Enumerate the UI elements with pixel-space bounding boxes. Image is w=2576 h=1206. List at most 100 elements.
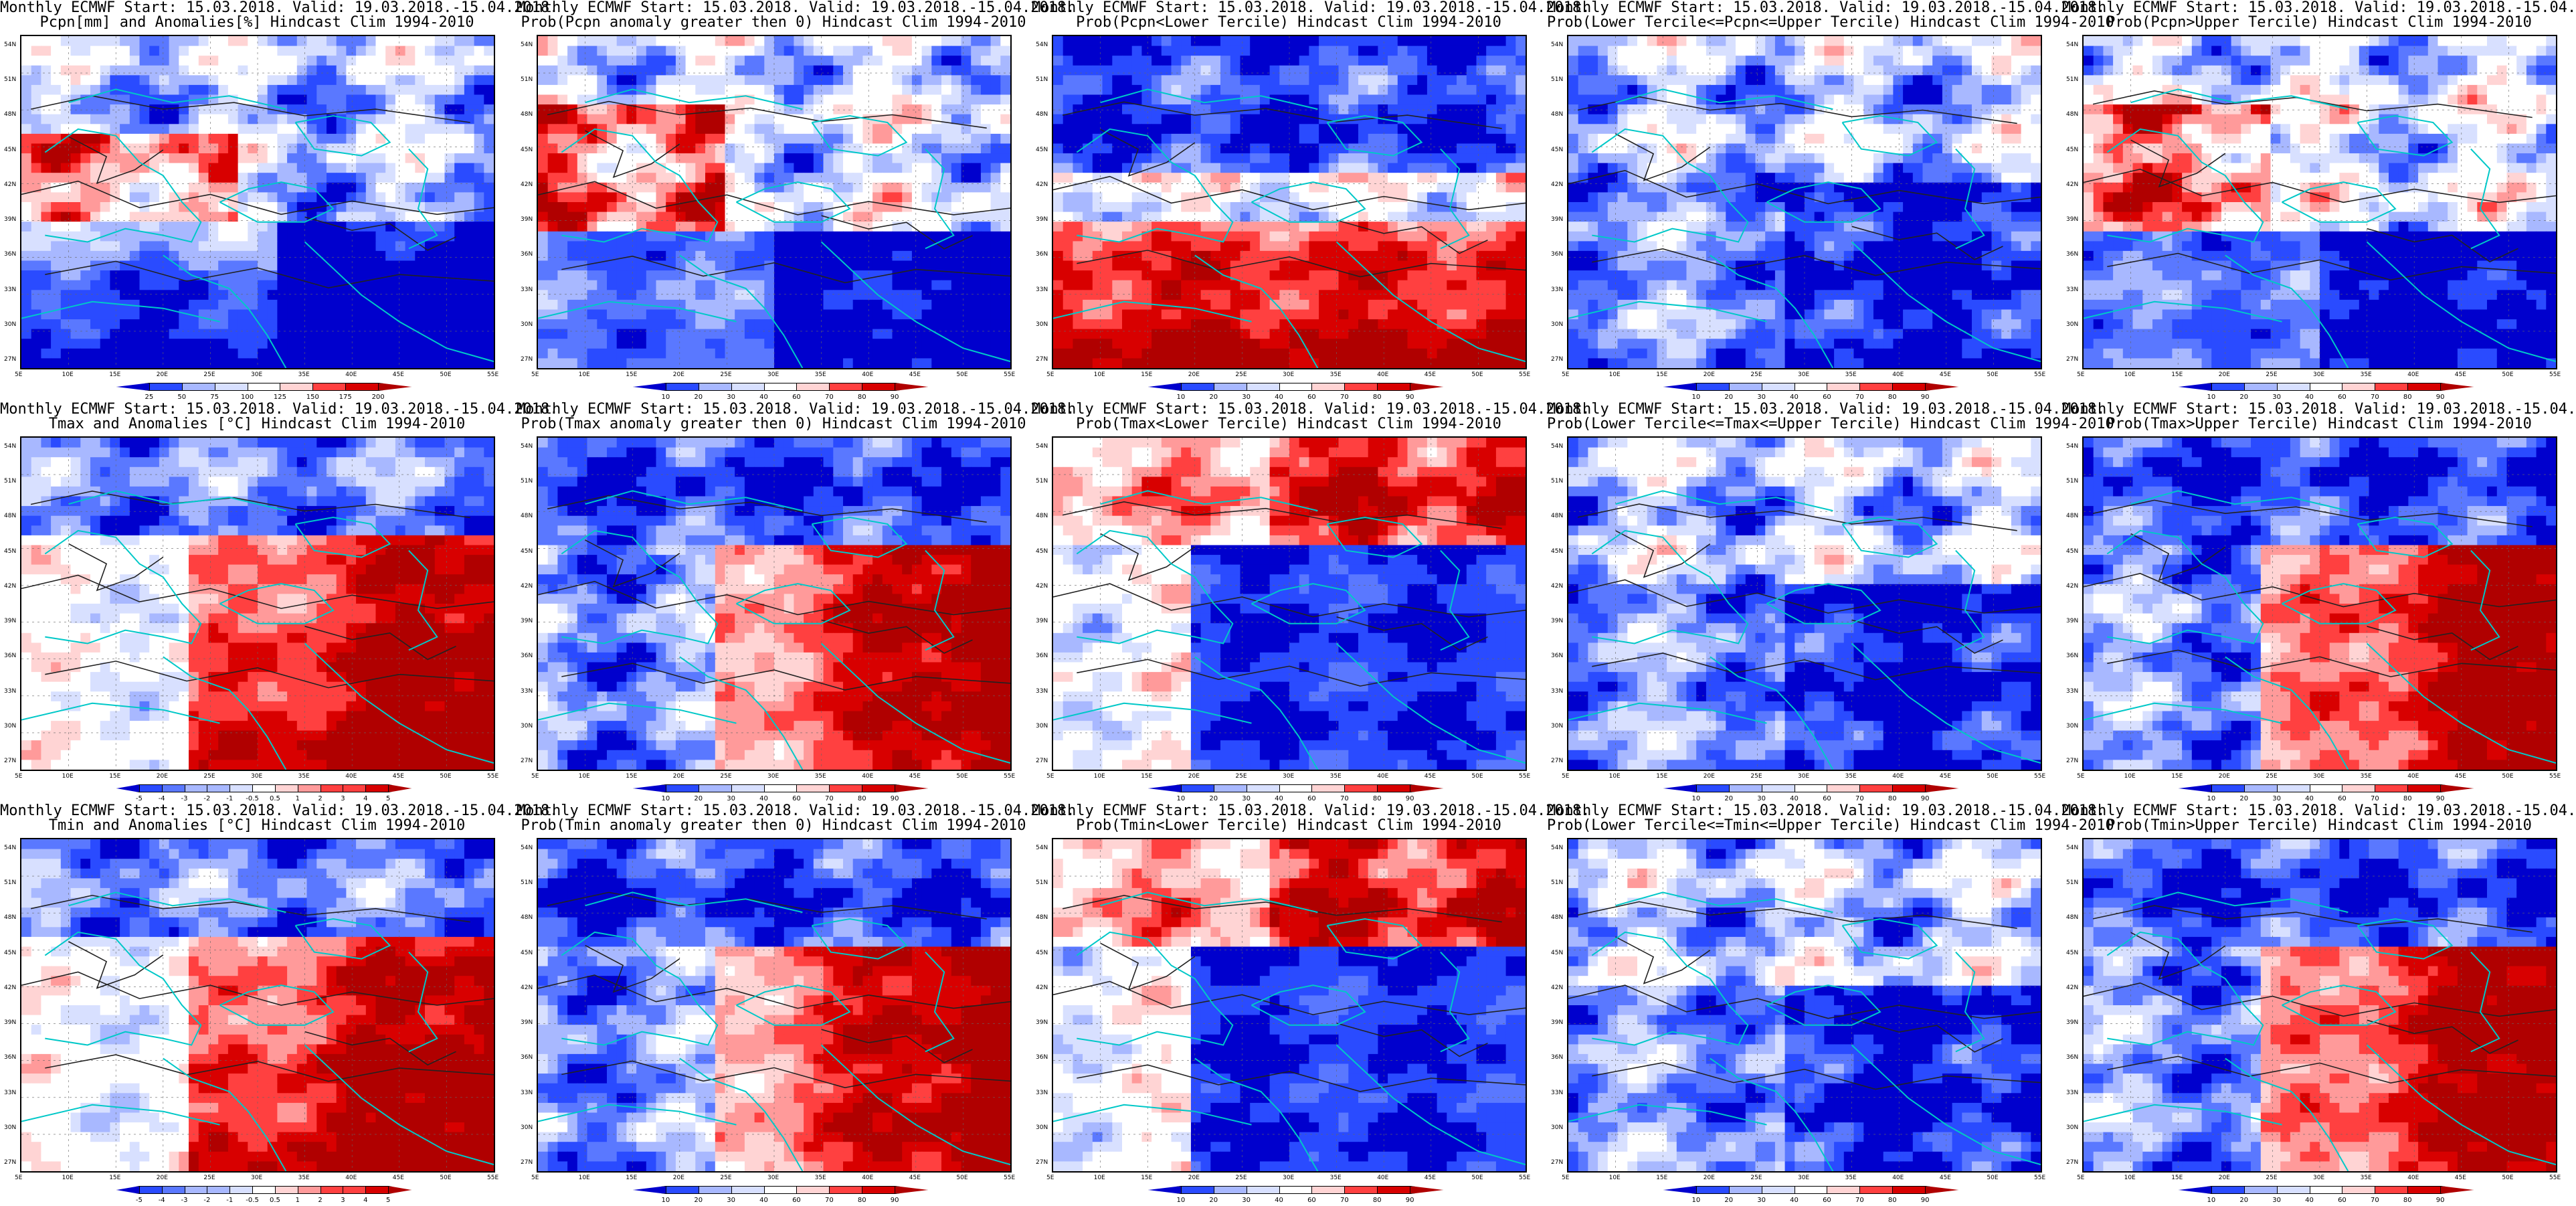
latitude-label: 36N	[2066, 1054, 2078, 1061]
color-bar-segment	[764, 1186, 798, 1194]
longitude-label: 50E	[956, 773, 968, 780]
color-bar-tick-label: 3	[341, 1197, 345, 1204]
longitude-label: 35E	[2361, 773, 2372, 780]
panel-title-line2: Prob(Pcpn>Upper Tercile) Hindcast Clim 1…	[2062, 15, 2576, 31]
color-bar-segment	[633, 383, 666, 391]
color-bar-tick-label: 60	[792, 394, 801, 401]
longitude-label: 35E	[815, 1175, 826, 1181]
color-bar-tick-label: 30	[1757, 394, 1766, 401]
longitude-label: 30E	[767, 371, 779, 378]
latitude-label: 33N	[1036, 688, 1048, 695]
latitude-label: 36N	[4, 1054, 16, 1061]
color-bar-tick-label: 175	[339, 394, 352, 401]
longitude-label: 15E	[1141, 1175, 1152, 1181]
latitude-label: 27N	[2066, 356, 2078, 363]
latitude-label: 39N	[2066, 216, 2078, 223]
longitude-label: 15E	[109, 371, 120, 378]
latitude-label: 39N	[4, 618, 16, 624]
latitude-label: 45N	[4, 147, 16, 153]
color-bar-tick-label: 20	[694, 394, 703, 401]
color-bar-tick-label: 30	[1242, 394, 1251, 401]
map-field	[538, 438, 1010, 770]
longitude-label: 30E	[1798, 371, 1809, 378]
longitude-label: 5E	[15, 1175, 22, 1181]
latitude-label: 39N	[1551, 216, 1563, 223]
color-bar-segment	[1795, 1186, 1828, 1194]
color-bar-segment	[1925, 383, 1958, 391]
color-bar-tick-label: 60	[2338, 394, 2347, 401]
latitude-label: 39N	[4, 1019, 16, 1026]
color-bar-tick-label: 90	[1921, 1197, 1930, 1204]
latitude-label: 33N	[1551, 1090, 1563, 1096]
color-bar-segment	[1925, 1186, 1958, 1194]
longitude-label: 20E	[1188, 1175, 1200, 1181]
longitude-label: 20E	[673, 1175, 684, 1181]
latitude-label: 42N	[1036, 583, 1048, 590]
map-panel-p21: Monthly ECMWF Start: 15.03.2018. Valid: …	[0, 402, 514, 803]
latitude-label: 51N	[2066, 76, 2078, 83]
color-bar-segment	[1181, 1186, 1214, 1194]
color-bar-tick-label: -3	[181, 1197, 188, 1204]
color-bar-segment	[149, 383, 183, 391]
forecast-map	[1052, 436, 1527, 771]
color-bar-segment	[1762, 784, 1795, 792]
longitude-label: 10E	[2124, 371, 2136, 378]
longitude-label: 50E	[1987, 1175, 1998, 1181]
color-bar-segment	[796, 784, 830, 792]
latitude-label: 45N	[2066, 147, 2078, 153]
longitude-label: 15E	[1656, 371, 1667, 378]
latitude-label: 36N	[2066, 653, 2078, 659]
longitude-label: 10E	[579, 773, 590, 780]
color-bar-tick-label: 80	[1373, 795, 1382, 802]
color-bar-tick-label: 10	[1692, 394, 1701, 401]
latitude-label: 48N	[521, 513, 533, 519]
panel-title-line2: Prob(Pcpn anomaly greater then 0) Hindca…	[517, 15, 1030, 31]
map-field	[1568, 438, 2041, 770]
map-panel-p32: Monthly ECMWF Start: 15.03.2018. Valid: …	[517, 803, 1030, 1205]
longitude-label: 15E	[109, 773, 120, 780]
latitude-label: 51N	[1551, 76, 1563, 83]
color-bar-segment	[731, 1186, 765, 1194]
color-bar-tick-label: 1	[296, 1197, 300, 1204]
latitude-label: 36N	[521, 1054, 533, 1061]
color-bar-segment	[2310, 383, 2343, 391]
latitude-label: 27N	[1551, 356, 1563, 363]
latitude-label: 33N	[1551, 286, 1563, 293]
longitude-label: 45E	[2455, 1175, 2466, 1181]
panel-title-line2: Prob(Tmin>Upper Tercile) Hindcast Clim 1…	[2062, 818, 2576, 834]
longitude-label: 20E	[1188, 371, 1200, 378]
longitude-label: 50E	[2502, 371, 2513, 378]
longitude-label: 30E	[2313, 773, 2324, 780]
latitude-label: 48N	[521, 914, 533, 921]
latitude-label: 33N	[2066, 286, 2078, 293]
color-bar-tick-label: 70	[1340, 795, 1349, 802]
longitude-label: 15E	[626, 371, 637, 378]
color-bar-segment	[1148, 1186, 1182, 1194]
color-bar-segment	[345, 383, 379, 391]
latitude-label: 36N	[521, 653, 533, 659]
color-bar-tick-label: 80	[858, 394, 866, 401]
color-bar-segment	[1892, 784, 1926, 792]
color-bar-segment	[1247, 784, 1280, 792]
latitude-label: 51N	[4, 879, 16, 886]
latitude-label: 54N	[521, 845, 533, 851]
longitude-label: 45E	[909, 1175, 921, 1181]
latitude-label: 27N	[1551, 1159, 1563, 1166]
color-bar-segment	[1311, 383, 1345, 391]
latitude-label: 45N	[4, 548, 16, 555]
color-bar-segment	[298, 1186, 321, 1194]
color-bar-segment	[1729, 383, 1762, 391]
color-bar-tick-label: 10	[2207, 1197, 2216, 1204]
longitude-label: 55E	[2549, 1175, 2561, 1181]
latitude-label: 51N	[2066, 478, 2078, 485]
latitude-label: 36N	[4, 653, 16, 659]
color-bar-segment	[215, 383, 248, 391]
longitude-label: 35E	[1330, 773, 1342, 780]
latitude-label: 45N	[1036, 147, 1048, 153]
color-bar-segment	[2277, 383, 2310, 391]
color-bar-tick-label: 80	[1888, 394, 1897, 401]
color-bar-segment	[365, 784, 389, 792]
